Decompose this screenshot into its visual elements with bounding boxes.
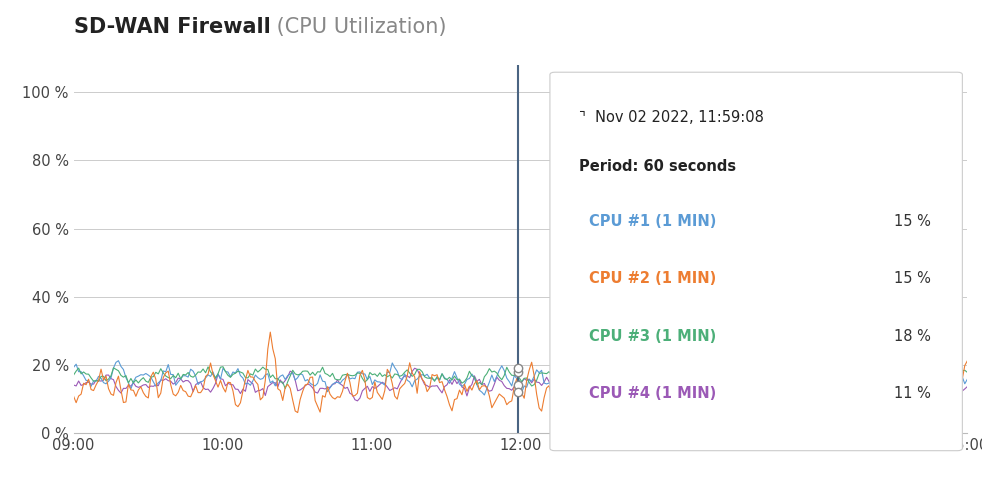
Text: SD-WAN Firewall: SD-WAN Firewall — [74, 17, 270, 37]
Text: 15 %: 15 % — [894, 271, 931, 286]
Text: ⌝  Nov 02 2022, 11:59:08: ⌝ Nov 02 2022, 11:59:08 — [579, 110, 764, 124]
Text: 15 %: 15 % — [894, 214, 931, 229]
Text: CPU #3 (1 MIN): CPU #3 (1 MIN) — [589, 329, 717, 344]
Text: Period: 60 seconds: Period: 60 seconds — [579, 159, 736, 174]
Text: 18 %: 18 % — [894, 329, 931, 344]
Text: CPU #2 (1 MIN): CPU #2 (1 MIN) — [589, 271, 717, 286]
Text: CPU #1 (1 MIN): CPU #1 (1 MIN) — [589, 214, 717, 229]
Text: 11 %: 11 % — [894, 386, 931, 401]
Text: CPU #4 (1 MIN): CPU #4 (1 MIN) — [589, 386, 717, 401]
Text: (CPU Utilization): (CPU Utilization) — [270, 17, 447, 37]
